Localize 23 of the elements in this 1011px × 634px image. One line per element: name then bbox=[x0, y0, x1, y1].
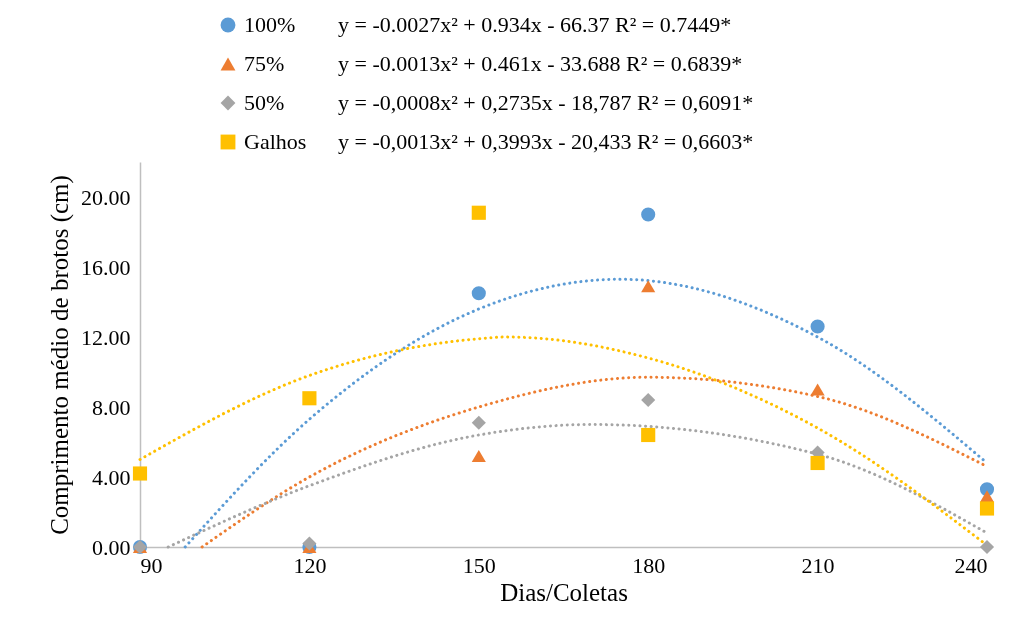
x-tick-label: 90 bbox=[140, 552, 163, 578]
legend-label: Galhos bbox=[244, 129, 307, 154]
x-tick-label: 240 bbox=[954, 552, 988, 578]
x-tick-label: 120 bbox=[293, 552, 327, 578]
x-axis-title: Dias/Coletas bbox=[500, 578, 628, 606]
x-tick-label: 150 bbox=[462, 552, 496, 578]
legend-label: 50% bbox=[244, 90, 285, 115]
legend-label: 75% bbox=[244, 51, 285, 76]
y-tick-label: 16.00 bbox=[81, 254, 131, 280]
y-tick-label: 20.00 bbox=[81, 184, 131, 210]
line-series bbox=[166, 423, 989, 549]
x-tick-label: 210 bbox=[801, 552, 835, 578]
y-tick-label: 0.00 bbox=[92, 534, 131, 560]
y-axis-title: Comprimento médio de brotos (cm) bbox=[46, 175, 74, 535]
y-tick-label: 8.00 bbox=[92, 394, 131, 420]
text: y = -0,0013x² + 0,3993x - 20,433 R² = 0,6603* bbox=[338, 129, 754, 154]
text: y = -0,0008x² + 0,2735x - 18,787 R² = 0,6091* bbox=[338, 90, 754, 115]
text: y = -0.0013x² + 0.461x - 33.688 R² = 0.6839* bbox=[338, 51, 743, 76]
y-tick-label: 4.00 bbox=[92, 464, 131, 490]
legend-label: 100% bbox=[244, 12, 296, 37]
y-tick-label: 12.00 bbox=[81, 324, 131, 350]
text: y = -0.0027x² + 0.934x - 66.37 R² = 0.7449* bbox=[338, 12, 732, 37]
x-tick-label: 180 bbox=[632, 552, 666, 578]
